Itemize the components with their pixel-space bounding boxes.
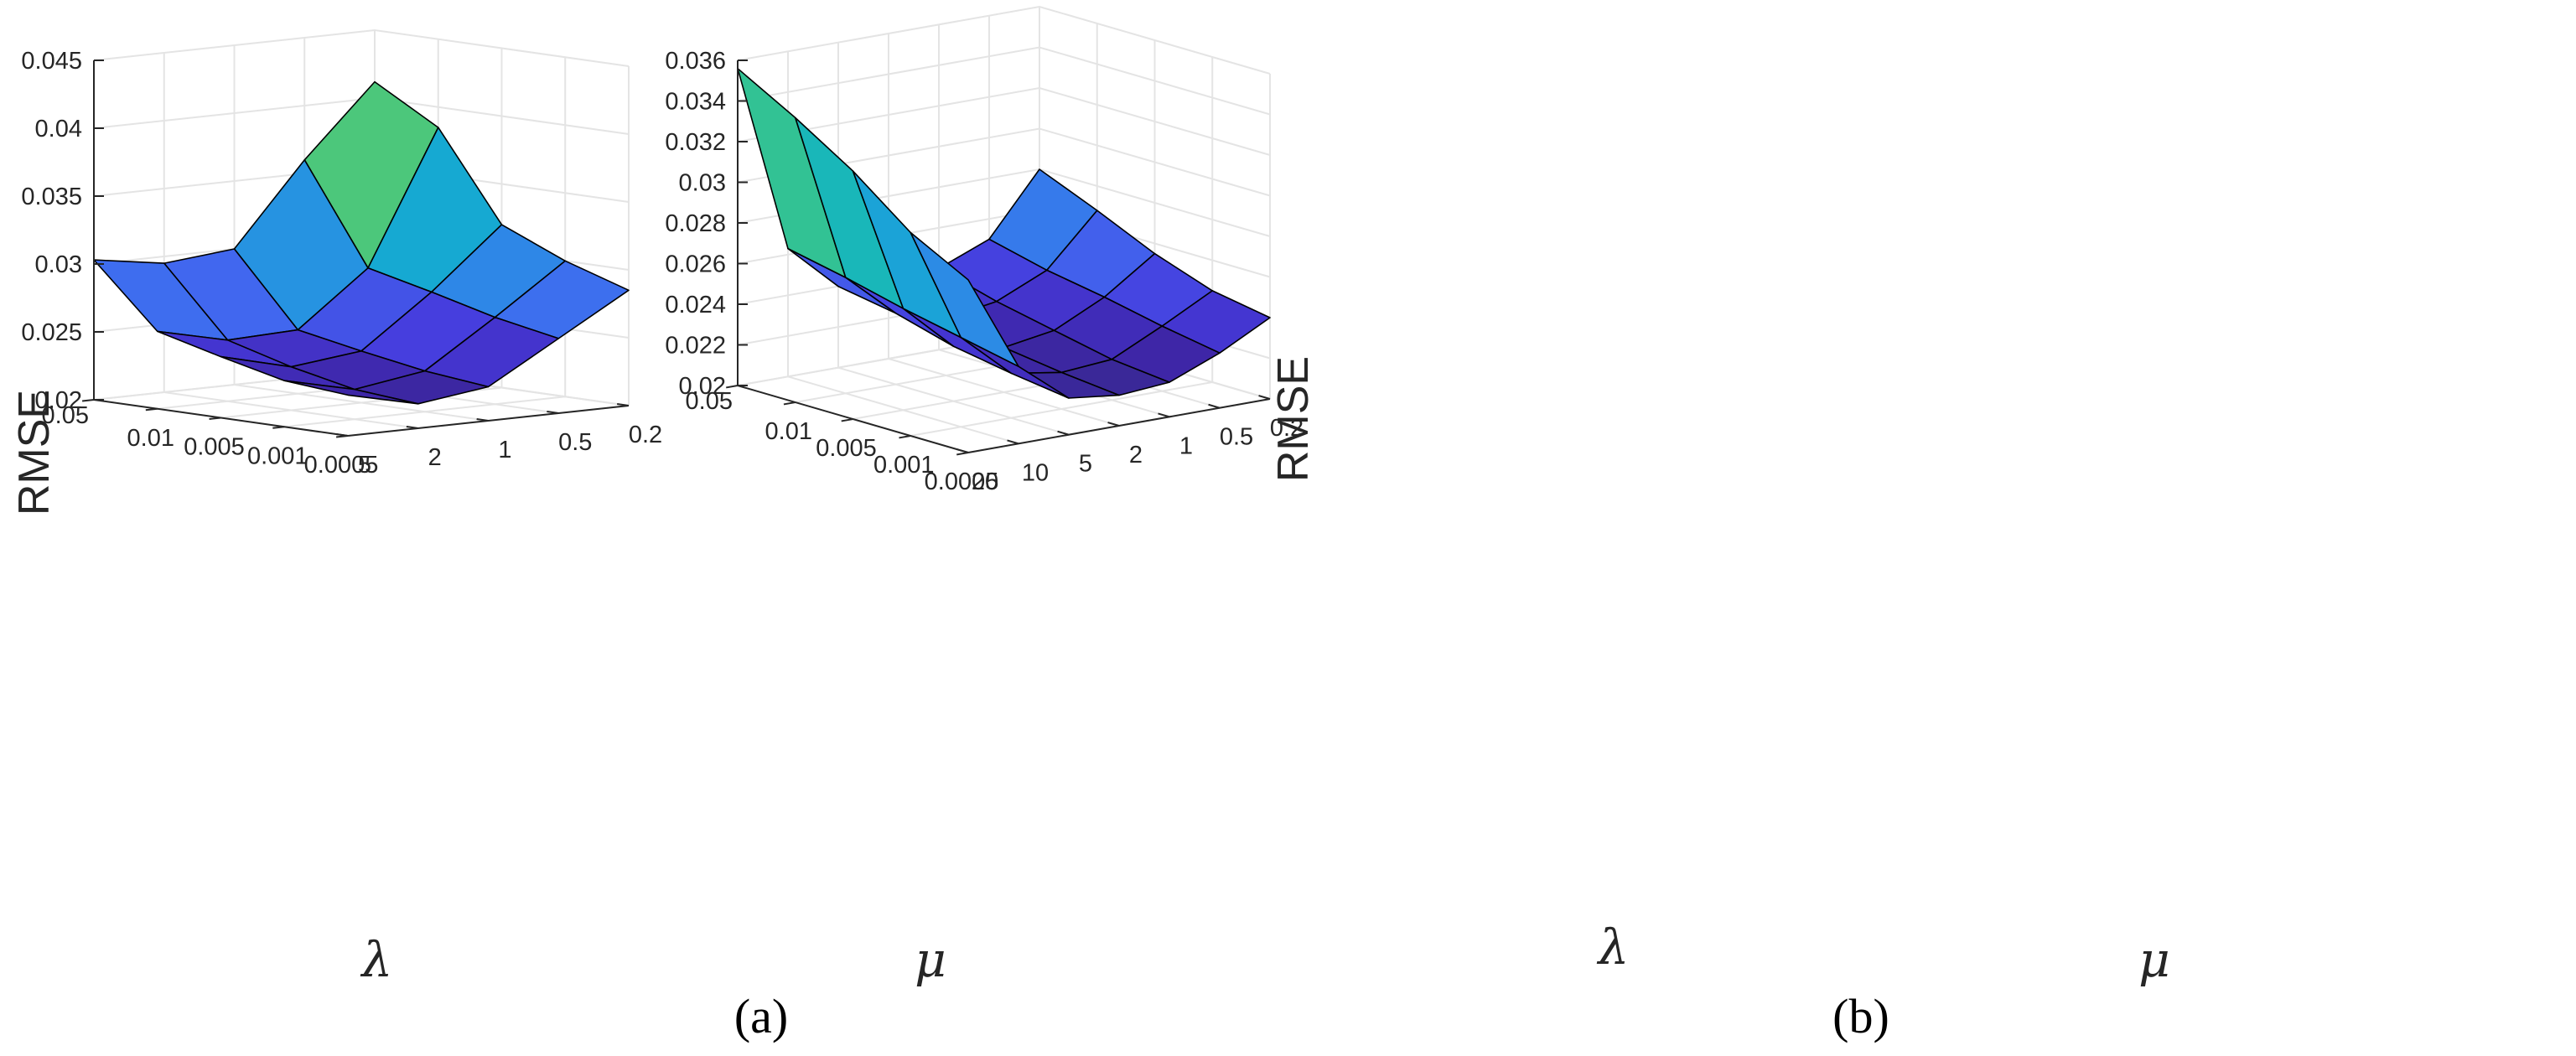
mu-tick xyxy=(406,426,418,429)
lambda-tick-label: 0.0005 xyxy=(304,452,379,479)
surface-patch xyxy=(283,380,419,405)
z-tick-label: 0.03 xyxy=(35,251,82,278)
lambda-tick xyxy=(145,407,158,412)
caption-b: (b) xyxy=(1832,989,1889,1043)
lambda-tick xyxy=(209,417,221,420)
mu-tick-label: 0.5 xyxy=(558,429,592,456)
lambda-tick xyxy=(81,399,95,402)
z-tick-label: 0.045 xyxy=(21,48,82,75)
mu-tick-label: 1 xyxy=(498,437,511,463)
mu-label-b: μ xyxy=(2138,931,2170,988)
z-tick-label: 0.02 xyxy=(35,387,82,414)
mu-tick xyxy=(476,418,489,422)
mu-gridline-floor xyxy=(234,384,489,422)
z-gridline xyxy=(93,28,630,67)
lambda-label-b: λ xyxy=(1597,919,1630,976)
mu-label-a: μ xyxy=(915,931,946,988)
lambda-tick-label: 0.005 xyxy=(184,434,245,461)
lambda-tick-label: 0.05 xyxy=(42,402,89,429)
mu-tick-label: 2 xyxy=(428,444,442,471)
mu-tick xyxy=(547,411,559,414)
lambda-tick-label: 0.01 xyxy=(127,425,174,452)
mu-tick xyxy=(616,403,630,406)
axes-a: 0.02 0.025 0.03 0.035 0.04 0.045 0.05 0.01 0.005… xyxy=(21,48,662,479)
mu-tick-label: 0.2 xyxy=(629,422,662,448)
z-tick-label: 0.035 xyxy=(21,184,82,210)
z-tick-label: 0.04 xyxy=(35,116,82,142)
zlabel-a: RMSE xyxy=(10,390,59,515)
z-tick-label: 0.025 xyxy=(21,319,82,346)
lambda-tick-label: 0.001 xyxy=(247,443,308,469)
lambda-label-a: λ xyxy=(360,931,393,988)
mu-gridline-floor xyxy=(163,391,418,429)
surface-a xyxy=(93,80,630,405)
caption-a: (a) xyxy=(734,989,788,1043)
surface-plot-a: 0.02 0.025 0.03 0.035 0.04 0.045 0.05 0.01 0.005… xyxy=(10,28,946,1043)
mu-tick-label: 5 xyxy=(358,452,371,479)
mu-tick xyxy=(335,433,349,437)
